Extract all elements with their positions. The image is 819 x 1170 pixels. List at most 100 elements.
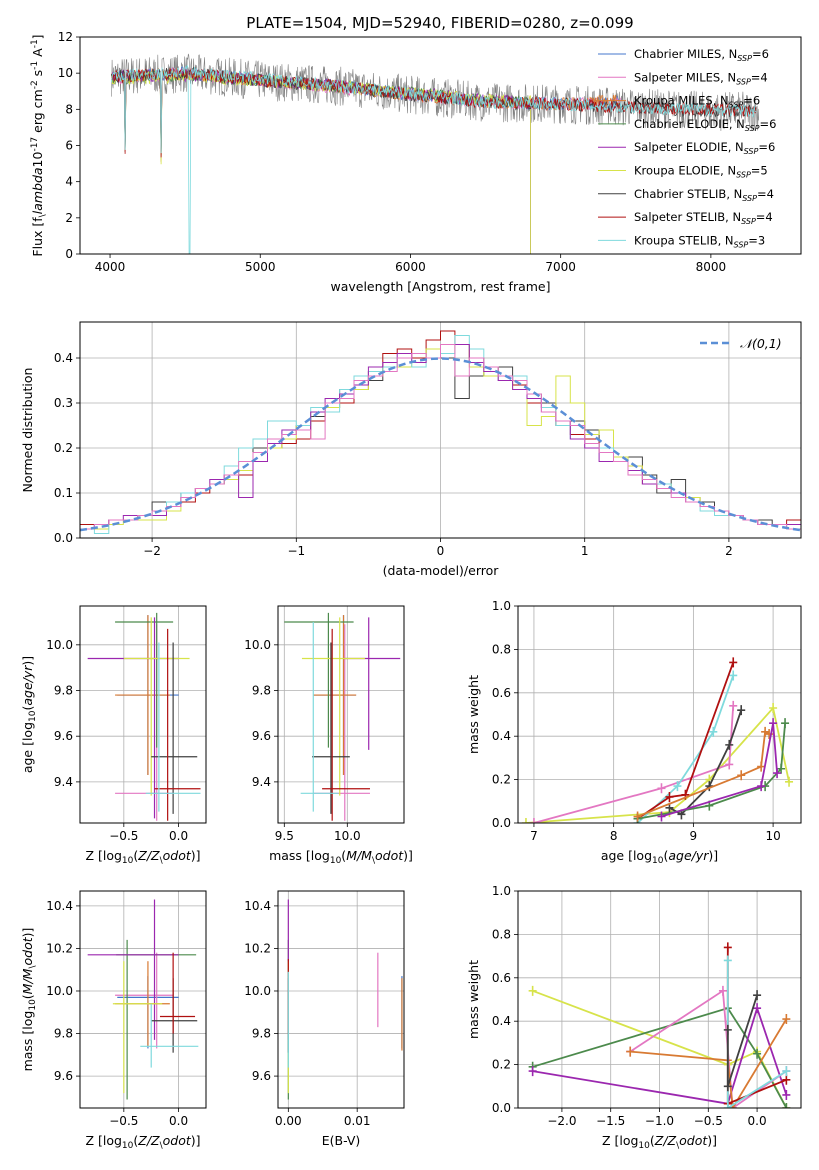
label-part: (data-model)/error [383, 563, 500, 578]
y-tick-label: 0.0 [54, 531, 73, 545]
x-tick-label: −1.5 [596, 1114, 625, 1128]
x-tick-label: 6000 [395, 260, 426, 274]
panel-residuals: −2 −1 0 1 2 0.0 0.1 0.2 0.3 0.4 (data-model)/error… [20, 321, 802, 578]
weight-marker [781, 718, 790, 729]
y-axis-label: mass weight [466, 960, 481, 1039]
y-tick-label: 0.4 [54, 351, 73, 365]
weight-marker [753, 990, 762, 1001]
legend-label: Chabrier STELIB, NSSP=4 [634, 187, 774, 203]
label-part: -2 [30, 80, 40, 89]
y-tick-label: 10.4 [46, 899, 73, 913]
y-tick-label: 12 [58, 30, 73, 44]
weight-marker [729, 657, 738, 668]
label-part: )] [20, 928, 35, 938]
label-part: ( [133, 848, 138, 863]
y-tick-label: 9.4 [252, 775, 271, 789]
y-tick-label: 10.2 [244, 941, 271, 955]
label-part: ( [20, 706, 35, 711]
label-part: \ [160, 1141, 164, 1151]
weight-marker [729, 670, 738, 681]
legend-sub: SSP [729, 101, 744, 110]
x-axis-label: Z [log10​(Z/Z\​odot)] [85, 848, 200, 866]
y-axis-label: Normed distribution [20, 368, 35, 493]
label-part: \ [372, 856, 376, 866]
weight-marker [718, 985, 727, 996]
label-part: )] [20, 656, 35, 666]
weight-marker [753, 1048, 762, 1059]
y-tick-label: 10 [58, 66, 73, 80]
label-part: 10 [122, 856, 134, 866]
label-part: odot [20, 936, 35, 965]
label-part: mass [log [20, 1011, 35, 1072]
legend-value: =6 [743, 94, 760, 108]
legend-value: =4 [757, 187, 774, 201]
x-axis-label: Z [log10​(Z/Z\​odot)] [602, 1133, 717, 1151]
weight-marker [729, 700, 738, 711]
legend-label: Chabrier MILES, NSSP=6 [634, 47, 769, 63]
x-axis-label: mass [log10​(M/M\​odot)] [269, 848, 413, 866]
y-tick-label: 0.8 [492, 927, 511, 941]
plot-area-mass-vs-ebv [278, 891, 404, 1108]
plot-area-age-vs-mass [278, 606, 404, 823]
weight-marker [769, 702, 778, 713]
label-part: ( [133, 1133, 138, 1148]
model-spectrum [111, 65, 757, 254]
label-part: ( [663, 848, 668, 863]
label-part: mass [log [269, 848, 330, 863]
label-part: 10 [638, 1141, 650, 1151]
y-tick-label: 10.0 [46, 984, 73, 998]
label-part: \ [160, 856, 164, 866]
x-tick-label: 0.0 [169, 1114, 188, 1128]
y-axis-label: age [log10​(age/yr)] [20, 656, 38, 773]
panel-age-vs-Z: −0.5 0.0 9.4 9.6 9.8 10.0 Z [log10​(Z/Z\​odot)… [20, 605, 207, 866]
label-part: wavelength [Angstrom, rest frame] [330, 279, 550, 294]
weight-marker [657, 783, 666, 794]
y-tick-label: 0.2 [54, 441, 73, 455]
weight-line [661, 723, 778, 818]
legend-sub: SSP [737, 54, 752, 63]
panel-mass-vs-ebv: 0.00 0.01 9.6 9.8 10.0 10.2 10.4 E(B-V) [244, 890, 405, 1148]
y-tick-label: 10.0 [244, 984, 271, 998]
y-tick-label: 9.6 [252, 1069, 271, 1083]
y-tick-label: 9.6 [252, 729, 271, 743]
y-tick-label: 10.0 [46, 638, 73, 652]
weight-marker [723, 955, 732, 966]
weight-marker [528, 985, 537, 996]
y-tick-label: 0.6 [492, 686, 511, 700]
label-part: 10 [28, 710, 38, 722]
weight-marker [777, 763, 786, 774]
label-part: odot [163, 1133, 192, 1148]
label-part: )] [191, 1133, 201, 1148]
weight-line [630, 1018, 788, 1108]
panel-mass-vs-Z: −0.5 0.0 9.6 9.8 10.0 10.2 10.4 Z [log10​(Z/Z\​… [20, 890, 207, 1151]
label-part: -17 [30, 137, 40, 152]
label-part: ( [650, 1133, 655, 1148]
y-tick-label: 9.4 [54, 775, 73, 789]
legend-label: 𝒩(0,1) [740, 336, 782, 351]
x-tick-label: 4000 [95, 260, 126, 274]
label-part: Z/Z [654, 1133, 677, 1148]
y-tick-label: 8 [65, 102, 73, 116]
weight-marker [723, 942, 732, 953]
weight-line [532, 1005, 788, 1105]
label-part: s [30, 70, 45, 81]
axes-frame [79, 890, 207, 1109]
legend-value: =6 [752, 47, 769, 61]
x-tick-label: −1.0 [645, 1114, 674, 1128]
y-tick-label: 0.8 [492, 642, 511, 656]
y-tick-label: 0.0 [492, 816, 511, 830]
axes-frame [79, 321, 802, 539]
x-tick-label: −0.5 [694, 1114, 723, 1128]
legend-value: =4 [751, 70, 768, 84]
weight-marker [673, 781, 682, 792]
legend-sub: SSP [734, 240, 749, 249]
y-tick-label: 9.6 [54, 1069, 73, 1083]
legend-sub: SSP [741, 217, 756, 226]
label-part: age/yr [20, 665, 35, 706]
y-tick-label: 4 [65, 175, 73, 189]
weight-marker [782, 1014, 791, 1025]
weight-line [637, 662, 735, 820]
legend-label: Salpeter MILES, NSSP=4 [634, 70, 768, 86]
legend-name: Chabrier STELIB, N [634, 187, 742, 201]
axes-frame [277, 890, 405, 1109]
